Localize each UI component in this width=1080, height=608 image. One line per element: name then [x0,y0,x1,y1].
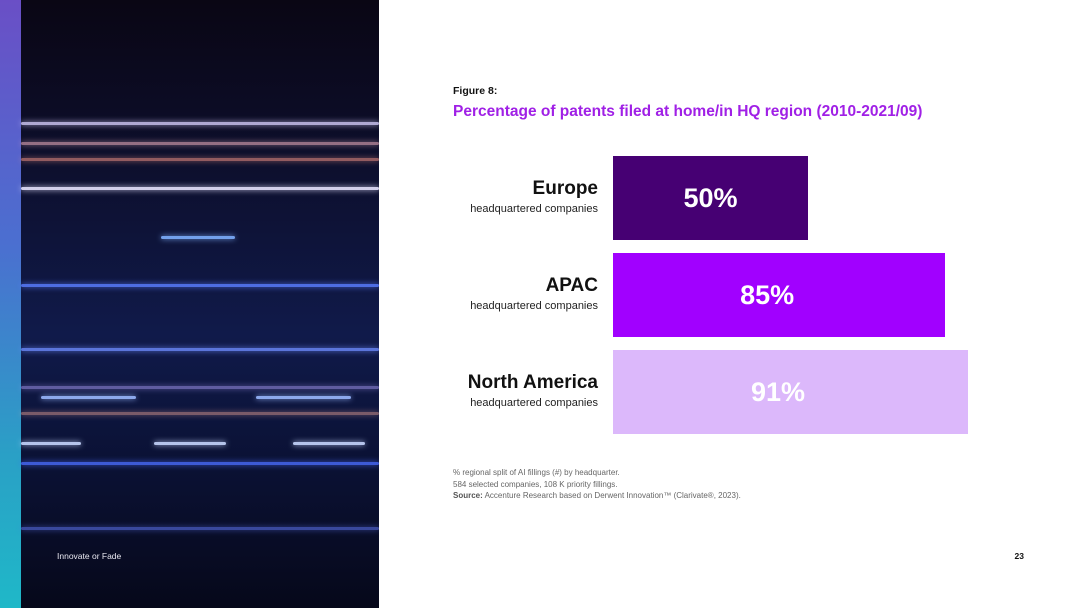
chart-notes: % regional split of AI fillings (#) by h… [453,467,741,502]
source-line: Source: Accenture Research based on Derw… [453,490,741,502]
light-streak [21,462,379,465]
decorative-photo-panel [0,0,379,608]
footer-title: Innovate or Fade [57,551,122,561]
chart-title: Percentage of patents filed at home/in H… [453,103,923,120]
bar-value-label: 50% [683,183,738,213]
bar-chart: Europe headquartered companies 50% APAC head… [440,150,1000,440]
light-streak [21,442,81,445]
bar [613,253,945,337]
note-line-1: % regional split of AI fillings (#) by h… [453,468,620,477]
bar-value-label: 91% [751,377,806,407]
bar-value-label: 85% [740,280,795,310]
light-streak [21,187,379,190]
note-line-2: 584 selected companies, 108 K priority f… [453,479,618,489]
category-sublabel: headquartered companies [470,397,598,409]
light-streak [21,122,379,125]
light-streak [21,386,379,389]
light-streak [21,142,379,145]
light-streak [256,396,351,399]
source-label: Source: [453,491,483,500]
light-streak [154,442,226,445]
light-streak [293,442,365,445]
light-streak [21,527,379,530]
light-streak [21,412,379,415]
category-label: APAC [545,275,598,296]
category-label: North America [467,372,598,393]
bar [613,350,968,434]
category-sublabel: headquartered companies [470,203,598,215]
light-streak [21,348,379,351]
page-number: 23 [1014,551,1024,561]
figure-label: Figure 8: [453,85,498,97]
light-streak [41,396,136,399]
bar [613,156,808,240]
accent-strip [0,0,21,608]
light-streak [21,284,379,287]
category-sublabel: headquartered companies [470,300,598,312]
light-streak [161,236,235,239]
light-streak [21,158,379,161]
source-text: Accenture Research based on Derwent Inno… [482,491,741,500]
category-label: Europe [532,178,598,199]
